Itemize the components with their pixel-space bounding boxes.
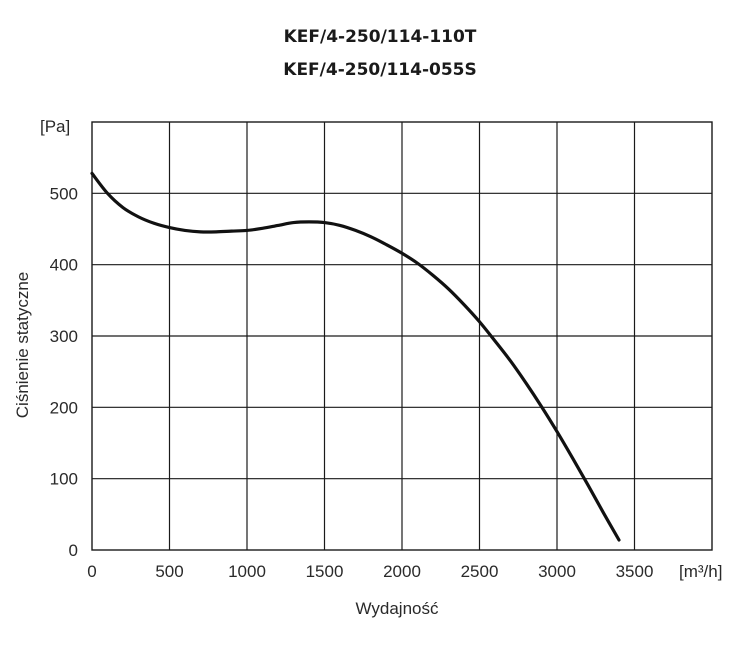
plot-area [90,171,621,542]
series-line [90,171,621,542]
y-unit-label: [Pa] [40,117,70,136]
y-tick-label: 0 [69,541,78,560]
plot-frame [91,121,713,551]
x-tick-label: 2000 [383,562,421,581]
x-axis-title: Wydajność [356,599,439,618]
chart-title-line-2: KEF/4-250/114-055S [283,60,476,80]
x-tick-label: 1500 [306,562,344,581]
y-axis-title: Ciśnienie statyczne [13,272,32,418]
x-tick-label: 2500 [461,562,499,581]
tick-labels: 0 500 1000 1500 2000 2500 3000 3500 0 100 200 300 40… [50,184,654,581]
y-tick-label: 300 [50,327,78,346]
y-tick-label: 400 [50,256,78,275]
x-unit-label: [m³/h] [679,562,722,581]
y-tick-label: 200 [50,398,78,417]
x-tick-label: 1000 [228,562,266,581]
x-tick-label: 3500 [616,562,654,581]
x-tick-label: 0 [87,562,96,581]
y-tick-label: 100 [50,470,78,489]
y-tick-label: 500 [50,184,78,203]
x-tick-label: 500 [155,562,183,581]
chart-title-line-1: KEF/4-250/114-110T [284,27,477,47]
x-tick-label: 3000 [538,562,576,581]
grid [91,121,713,551]
